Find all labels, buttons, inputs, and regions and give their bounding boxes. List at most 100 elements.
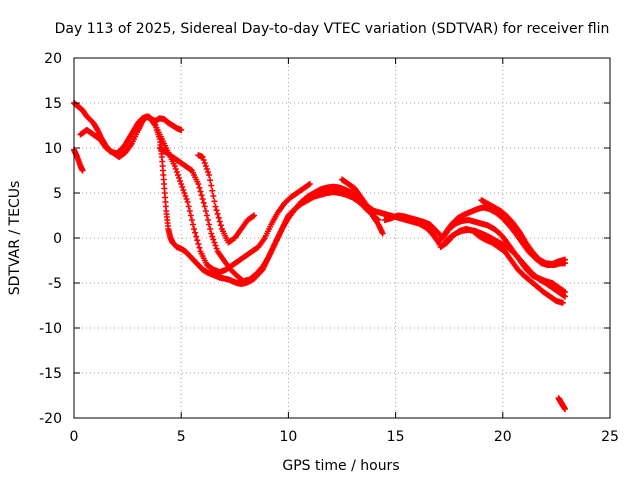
series-track-j xyxy=(439,226,568,300)
data-point xyxy=(211,198,218,205)
data-point xyxy=(375,217,382,223)
data-point xyxy=(196,184,203,191)
data-point xyxy=(205,217,211,223)
x-tick-label: 25 xyxy=(601,429,619,445)
data-point xyxy=(202,208,209,214)
data-point xyxy=(174,172,181,178)
data-point xyxy=(192,229,199,236)
x-tick-label: 5 xyxy=(177,429,186,445)
data-point xyxy=(209,187,216,194)
data-point xyxy=(181,190,188,196)
data-point xyxy=(172,166,179,172)
data-point xyxy=(198,192,205,199)
data-point xyxy=(216,218,223,225)
series-track-d xyxy=(146,113,313,276)
data-point xyxy=(213,207,220,214)
data-point xyxy=(178,127,185,133)
data-point xyxy=(197,188,204,195)
data-point xyxy=(194,237,201,244)
data-point xyxy=(561,293,568,300)
y-axis-label: SDTVAR / TECUs xyxy=(7,181,23,296)
data-point xyxy=(206,221,213,228)
data-point xyxy=(251,212,258,219)
data-point xyxy=(207,226,214,232)
x-axis-label: GPS time / hours xyxy=(282,458,399,474)
data-point xyxy=(200,157,207,163)
x-tick-label: 0 xyxy=(70,429,79,445)
data-point xyxy=(185,203,192,210)
plot-area xyxy=(74,58,610,418)
data-point xyxy=(183,196,190,202)
data-point xyxy=(184,199,191,205)
data-point xyxy=(193,233,200,240)
series-track-e xyxy=(156,145,382,285)
x-tick-label: 10 xyxy=(279,429,297,445)
data-point xyxy=(173,169,180,175)
y-tick-label: 10 xyxy=(44,141,62,157)
data-point xyxy=(195,181,202,187)
data-point xyxy=(196,244,203,251)
chart-title: Day 113 of 2025, Sidereal Day-to-day VTE… xyxy=(55,21,610,37)
data-point xyxy=(171,163,178,169)
y-tick-label: -10 xyxy=(39,321,62,337)
data-point xyxy=(379,230,386,237)
data-point xyxy=(180,187,187,193)
x-tick-label: 20 xyxy=(494,429,512,445)
series-track-l xyxy=(555,395,568,412)
data-point xyxy=(374,216,381,223)
data-point xyxy=(178,181,185,187)
data-point xyxy=(209,233,216,240)
data-point xyxy=(199,154,206,160)
data-point xyxy=(177,178,184,184)
x-tick-label: 15 xyxy=(387,429,405,445)
y-tick-label: 5 xyxy=(53,186,62,202)
data-point xyxy=(306,181,313,187)
data-point xyxy=(212,203,219,210)
tick-labels: 0 5 10 15 20 25 20 15 10 5 0 -5 -10 -15 -20 xyxy=(39,51,619,445)
data-point xyxy=(187,212,194,219)
data-point xyxy=(200,199,207,206)
data-marks xyxy=(71,100,568,412)
data-point xyxy=(182,193,189,199)
data-point xyxy=(213,245,220,252)
series-track-b xyxy=(71,146,86,174)
series-track-f xyxy=(195,152,258,246)
data-point xyxy=(203,166,210,172)
data-point xyxy=(208,230,215,237)
series-track-k xyxy=(478,197,568,268)
data-point xyxy=(215,214,222,221)
data-point xyxy=(195,241,202,247)
y-tick-label: -15 xyxy=(39,366,62,382)
data-point xyxy=(201,160,208,166)
data-point xyxy=(188,217,195,223)
data-point xyxy=(212,242,219,249)
data-point xyxy=(176,175,183,181)
data-point xyxy=(189,221,196,228)
data-point xyxy=(186,208,193,214)
data-point xyxy=(203,212,210,219)
series-track-c xyxy=(77,113,386,287)
data-point xyxy=(191,226,198,232)
data-point xyxy=(207,177,214,184)
data-point xyxy=(201,203,208,210)
y-tick-label: 15 xyxy=(44,96,62,112)
data-point xyxy=(211,239,218,246)
data-point xyxy=(79,167,86,174)
data-point xyxy=(199,196,206,202)
data-point xyxy=(202,163,209,169)
axes-frame xyxy=(73,57,611,419)
y-tick-label: -5 xyxy=(48,276,62,292)
y-tick-label: 0 xyxy=(53,231,62,247)
y-tick-label: 20 xyxy=(44,51,62,67)
data-point xyxy=(214,211,221,217)
data-point xyxy=(208,182,215,189)
data-point xyxy=(561,406,568,412)
data-point xyxy=(561,256,568,263)
data-point xyxy=(206,172,213,178)
y-tick-label: -20 xyxy=(39,411,62,427)
data-point xyxy=(210,193,217,199)
data-point xyxy=(210,236,217,243)
data-point xyxy=(217,222,224,229)
data-point xyxy=(559,299,566,306)
